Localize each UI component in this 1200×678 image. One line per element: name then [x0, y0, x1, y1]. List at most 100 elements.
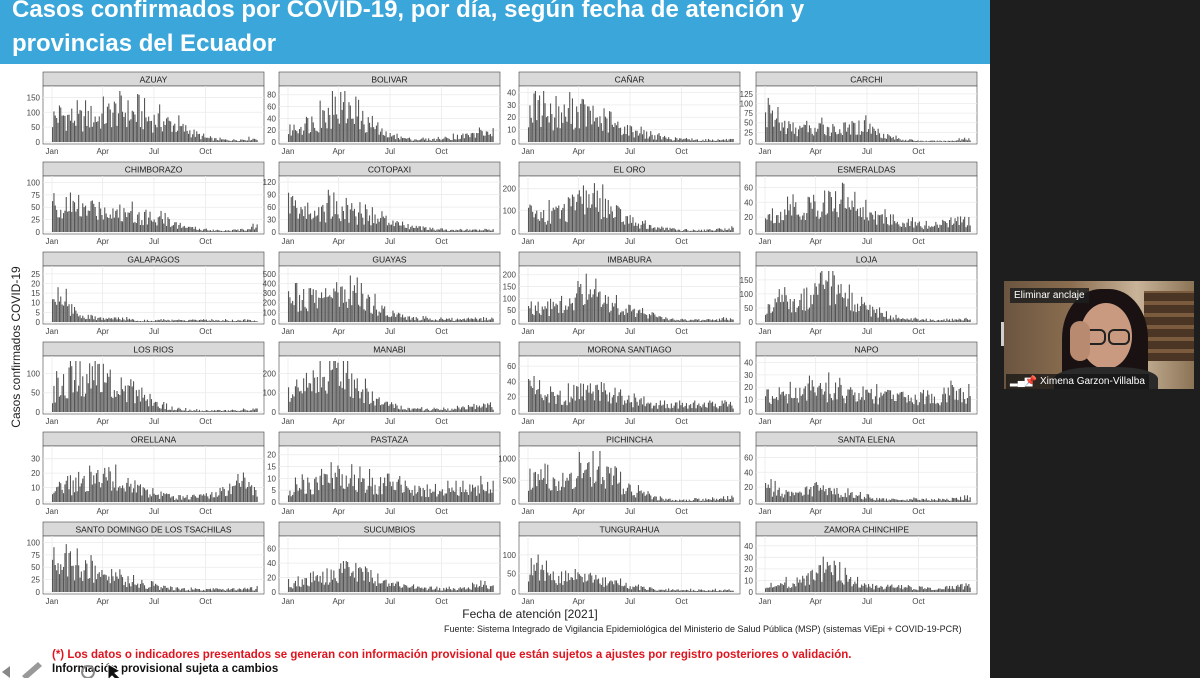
bar [916, 399, 918, 412]
x-tick-label: Oct [912, 327, 925, 336]
bar [137, 396, 139, 412]
bar [406, 585, 408, 592]
bar [57, 122, 59, 142]
bar [615, 467, 617, 502]
bar [950, 321, 952, 322]
bar [716, 591, 718, 592]
bar [865, 389, 867, 412]
bar [637, 405, 639, 412]
bar [960, 319, 962, 322]
bar [74, 580, 76, 592]
bar [958, 500, 960, 502]
bar [881, 214, 883, 232]
x-tick-label: Oct [912, 597, 925, 606]
bar [629, 215, 631, 232]
x-tick-label: Jul [385, 237, 395, 246]
bar [352, 118, 354, 142]
bar [181, 320, 183, 322]
bar [251, 226, 253, 232]
bar [371, 391, 373, 412]
bar [145, 400, 147, 412]
bar [851, 586, 853, 592]
bar [454, 139, 456, 142]
bar [841, 135, 843, 142]
bar [189, 590, 191, 592]
bar [104, 319, 106, 322]
bar [691, 138, 693, 142]
bar [155, 583, 157, 592]
bar [909, 226, 911, 232]
y-tick-label: 100 [503, 551, 517, 560]
bar [665, 589, 667, 592]
bar [810, 202, 812, 232]
y-tick-label: 30 [31, 455, 40, 464]
bar [348, 483, 350, 502]
bar [404, 585, 406, 592]
bar [363, 580, 365, 592]
zoom-icon[interactable] [81, 665, 95, 678]
y-tick-label: 0 [749, 138, 754, 147]
bar [887, 224, 889, 232]
bar [299, 487, 301, 502]
bar [359, 567, 361, 592]
unpin-button[interactable]: Eliminar anclaje [1010, 288, 1089, 303]
pen-icon[interactable] [22, 662, 42, 678]
bar [205, 228, 207, 232]
bar [299, 391, 301, 412]
bar [489, 319, 491, 322]
back-arrow-icon[interactable] [2, 666, 10, 678]
bar [122, 317, 124, 322]
bar [858, 495, 860, 502]
bar [97, 219, 99, 232]
bar [841, 297, 843, 322]
bar [225, 230, 227, 232]
bar [833, 208, 835, 232]
bar [885, 217, 887, 232]
bar [905, 227, 907, 232]
bar [685, 499, 687, 502]
bar [404, 409, 406, 412]
panel-drag-handle[interactable] [1001, 322, 1004, 346]
bar [905, 319, 907, 322]
bar [454, 230, 456, 232]
bar [610, 111, 612, 142]
bar [534, 91, 536, 142]
bar [692, 320, 694, 322]
bar [227, 140, 229, 142]
bar [729, 138, 731, 142]
bar [865, 199, 867, 232]
bar [299, 213, 301, 232]
bar [473, 319, 475, 322]
bar [961, 402, 963, 412]
bar [204, 228, 206, 232]
bar [205, 493, 207, 502]
bar [883, 393, 885, 412]
bar [391, 136, 393, 142]
bar [318, 490, 320, 502]
bar [241, 139, 243, 142]
bar [299, 586, 301, 592]
bar [807, 132, 809, 142]
bar [618, 482, 620, 502]
bar [122, 221, 124, 232]
bar [843, 496, 845, 502]
bar [530, 558, 532, 592]
bar [137, 320, 139, 322]
bar [939, 588, 941, 592]
bar [712, 319, 714, 322]
bar [139, 583, 141, 592]
bar [602, 392, 604, 412]
bar [725, 230, 727, 232]
bar [63, 115, 65, 142]
bar [382, 308, 384, 322]
bar [436, 496, 438, 502]
bar [879, 397, 881, 412]
bar [85, 393, 87, 412]
bar [595, 117, 597, 142]
bar [131, 319, 133, 322]
bar [873, 128, 875, 142]
bar [157, 406, 159, 412]
bar [461, 492, 463, 502]
